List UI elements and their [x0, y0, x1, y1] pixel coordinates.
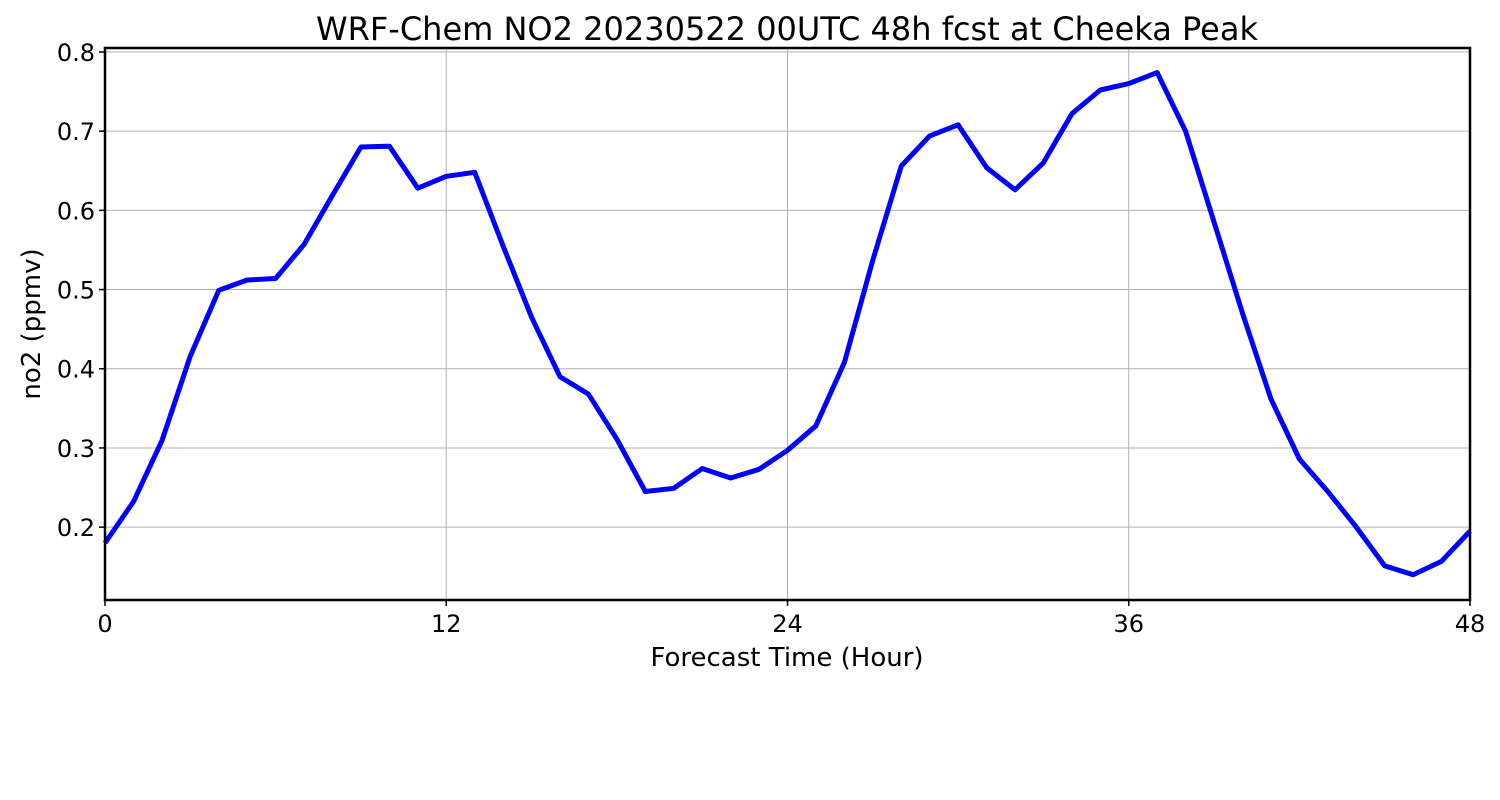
y-tick-label: 0.4	[57, 356, 95, 384]
x-tick-label: 0	[97, 610, 112, 638]
x-tick-label: 48	[1455, 610, 1486, 638]
x-tick-label: 24	[772, 610, 803, 638]
y-tick-label: 0.5	[57, 277, 95, 305]
y-tick-label: 0.8	[57, 39, 95, 67]
x-tick-label: 12	[431, 610, 462, 638]
y-tick-label: 0.3	[57, 435, 95, 463]
series-layer	[102, 70, 1472, 578]
no2-series-line	[102, 70, 1472, 578]
y-tick-label: 0.7	[57, 118, 95, 146]
chart-title: WRF-Chem NO2 20230522 00UTC 48h fcst at …	[316, 10, 1258, 48]
y-tick-label: 0.2	[57, 514, 95, 542]
tick-layer: 0 12 24 36 48 0.2 0.3 0.4 0.5 0.6 0.7 0.8	[57, 39, 1485, 638]
x-tick-label: 36	[1113, 610, 1144, 638]
y-axis-label: no2 (ppmv)	[17, 248, 47, 399]
x-axis-label: Forecast Time (Hour)	[650, 643, 923, 673]
y-tick-label: 0.6	[57, 197, 95, 225]
